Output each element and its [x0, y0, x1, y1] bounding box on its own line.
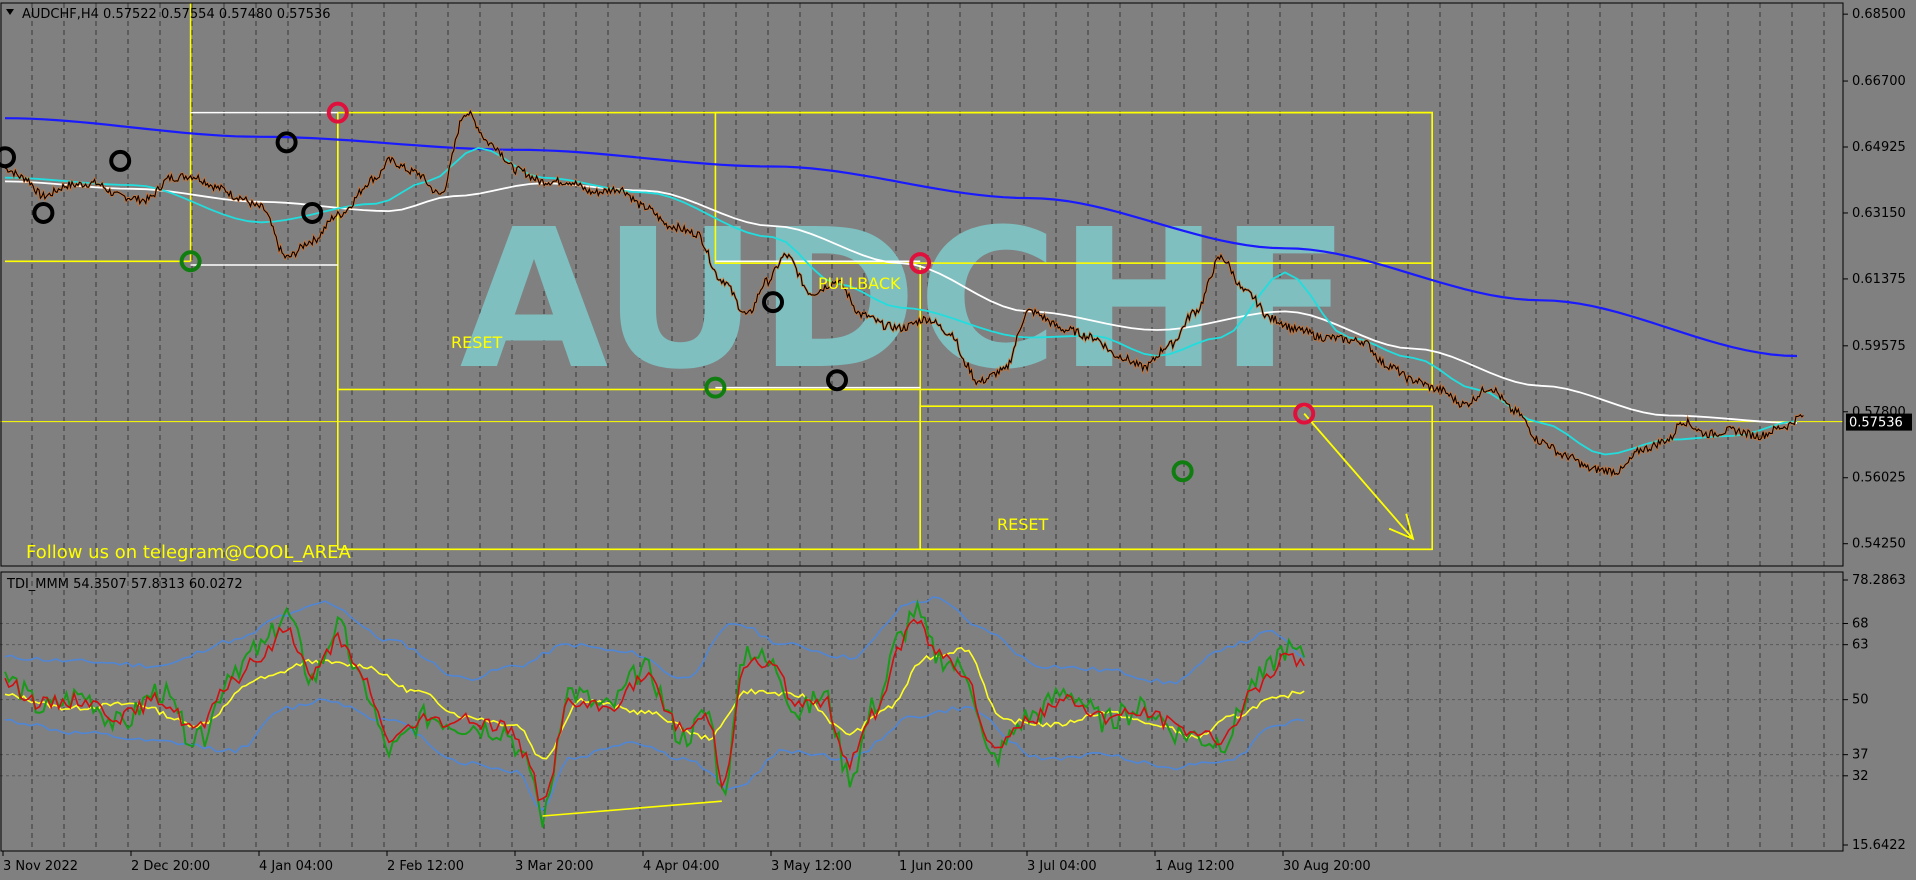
tdi-panel-frame	[0, 571, 1844, 852]
time-tick-label: 4 Apr 04:00	[643, 859, 720, 874]
tdi-signal-line	[4, 618, 1305, 802]
price-tick-label: 0.63150	[1852, 206, 1906, 221]
swing-marker-high	[1293, 402, 1316, 425]
time-tick-label: 4 Jan 04:00	[259, 859, 333, 874]
price-series	[4, 108, 1805, 480]
ma-line-mid	[4, 180, 1798, 424]
price-tick-label: 0.64925	[1852, 140, 1906, 155]
swing-markers	[0, 101, 1316, 483]
time-axis: 3 Nov 2022 2 Dec 20:00 4 Jan 04:00 2 Feb 12…	[2, 851, 1371, 874]
price-info-header: AUDCHF,H4 0.57522 0.57554 0.57480 0.5753…	[22, 7, 331, 22]
swing-marker-low	[179, 250, 202, 273]
price-line	[4, 109, 1804, 477]
time-tick-label: 2 Feb 12:00	[387, 859, 464, 874]
tdi-tick-label: 78.2863	[1852, 573, 1906, 588]
price-panel-frame	[0, 2, 1844, 567]
swing-marker-low	[1171, 460, 1194, 483]
vertical-grid	[31, 3, 1825, 851]
time-tick-label: 30 Aug 20:00	[1283, 859, 1371, 874]
price-tick-label: 0.68500	[1852, 7, 1906, 22]
down-arrow-head	[1388, 513, 1415, 541]
price-tick-label: 0.59575	[1852, 339, 1906, 354]
swing-marker-mid	[109, 149, 132, 172]
swing-marker-high	[909, 252, 932, 275]
annotation-box	[714, 111, 1434, 264]
swing-marker-low	[704, 376, 727, 399]
swing-marker-mid	[0, 146, 16, 169]
tdi-market-base-line	[4, 646, 1305, 760]
current-price-tag: 0.57536	[1846, 413, 1912, 431]
time-tick-label: 3 May 12:00	[771, 859, 852, 874]
tdi-volatility-band-lower	[5, 698, 1305, 812]
current-price-label: 0.57536	[1849, 416, 1903, 431]
tdi-rsi-price-line	[4, 598, 1306, 828]
time-tick-label: 2 Dec 20:00	[131, 859, 210, 874]
time-tick-label: 3 Mar 20:00	[515, 859, 594, 874]
price-tick-label: 0.61375	[1852, 272, 1906, 287]
swing-marker-mid	[32, 201, 55, 224]
symbol-watermark: AUDCHF	[460, 189, 1351, 412]
price-tick-label: 0.56025	[1852, 471, 1906, 486]
tdi-tick-label: 32	[1852, 769, 1869, 784]
time-tick-label: 3 Nov 2022	[3, 859, 78, 874]
panel-frames	[0, 2, 1844, 852]
price-tick-label: 0.54250	[1852, 537, 1906, 552]
time-tick-label: 3 Jul 04:00	[1027, 859, 1097, 874]
tdi-tick-label: 37	[1852, 748, 1869, 763]
swing-marker-mid	[762, 291, 784, 314]
swing-marker-high	[326, 101, 349, 124]
telegram-promo: Follow us on telegram@COOL_AREA	[26, 542, 352, 563]
tdi-levels	[0, 623, 1843, 777]
ma-line-slow	[4, 117, 1798, 358]
pullback-label: PULLBACK	[818, 274, 901, 293]
swing-marker-mid	[275, 131, 298, 154]
time-tick-label: 1 Aug 12:00	[1155, 859, 1234, 874]
time-tick-label: 1 Jun 20:00	[899, 859, 973, 874]
price-tick-label: 0.66700	[1852, 74, 1906, 89]
triangle-down-icon[interactable]	[6, 9, 14, 15]
reset-label-1: RESET	[451, 333, 502, 352]
swing-marker-mid	[301, 201, 324, 224]
tdi-tick-label: 68	[1852, 617, 1869, 632]
tdi-values-label: TDI_MMM 54.3507 57.8313 60.0272	[6, 577, 243, 592]
tdi-tick-label: 63	[1852, 638, 1869, 653]
price-axis: 0.68500 0.66700 0.64925 0.63150 0.61375 0.595…	[1843, 7, 1906, 552]
tdi-lines	[4, 596, 1306, 828]
tdi-tick-label: 50	[1852, 693, 1869, 708]
reset-label-2: RESET	[997, 515, 1048, 534]
tdi-axis: 78.2863 68 63 50 37 32 15.6422	[1843, 573, 1906, 853]
tdi-volatility-band-upper	[4, 596, 1305, 685]
down-arrow-line	[1303, 413, 1414, 540]
tdi-divergence-line	[542, 800, 722, 817]
swing-marker-mid	[826, 369, 848, 392]
tdi-tick-label: 15.6422	[1852, 838, 1906, 853]
